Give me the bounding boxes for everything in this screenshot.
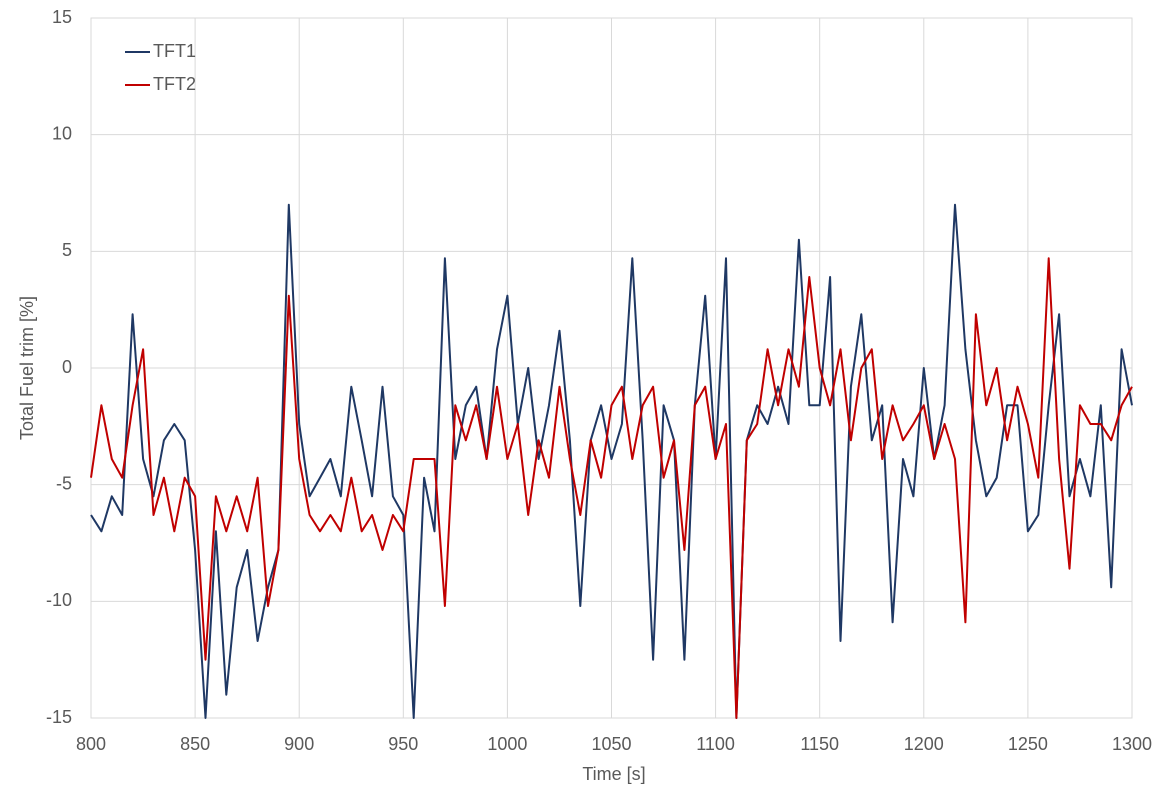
x-tick-label: 1100	[696, 734, 735, 754]
x-tick-label: 950	[388, 734, 418, 754]
y-tick-label: -5	[56, 473, 72, 493]
y-tick-label: -15	[46, 707, 72, 727]
y-axis-title: Total Fuel trim [%]	[17, 296, 37, 440]
y-tick-label: -10	[46, 590, 72, 610]
x-tick-label: 1200	[904, 734, 944, 754]
x-tick-label: 1050	[591, 734, 631, 754]
y-tick-label: 0	[62, 357, 72, 377]
x-tick-label: 1250	[1008, 734, 1048, 754]
y-tick-label: 5	[62, 240, 72, 260]
x-tick-label: 900	[284, 734, 314, 754]
x-tick-label: 1000	[487, 734, 527, 754]
data-line	[90, 257, 1133, 719]
legend-label: TFT1	[153, 41, 196, 61]
data-line	[90, 203, 1133, 719]
y-tick-label: 15	[52, 7, 72, 27]
y-tick-label: 10	[52, 123, 72, 143]
x-tick-label: 1150	[800, 734, 839, 754]
x-axis-title: Time [s]	[582, 764, 645, 784]
x-tick-label: 850	[180, 734, 210, 754]
x-tick-label: 1300	[1112, 734, 1152, 754]
x-tick-label: 800	[76, 734, 106, 754]
legend-label: TFT2	[153, 74, 196, 94]
